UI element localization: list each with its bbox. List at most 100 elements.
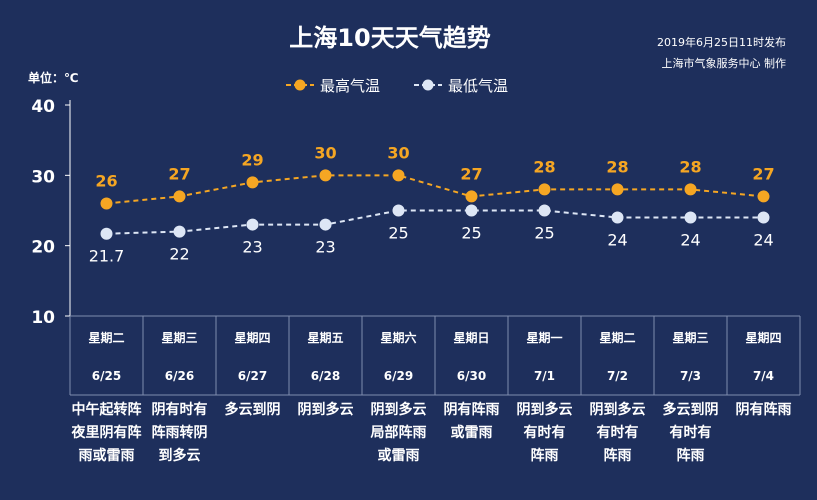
condition-text: 多云到阴	[663, 401, 719, 418]
low-temp-point	[100, 227, 113, 240]
high-temp-label: 28	[606, 157, 628, 176]
legend-high-marker	[294, 79, 306, 91]
high-temp-point	[757, 190, 770, 203]
weekday-label: 星期二	[88, 330, 124, 345]
condition-text: 有时有	[524, 424, 566, 441]
condition-text: 阴到多云	[371, 401, 427, 418]
condition-text: 中午起转阵	[72, 401, 142, 418]
high-temp-point	[100, 197, 113, 210]
series-line-high	[106, 174, 764, 205]
y-tick-label: 20	[31, 238, 55, 258]
condition-text: 阵雨转阴	[152, 424, 208, 441]
weekday-label: 星期三	[672, 330, 708, 345]
condition-text: 阴有时有	[152, 401, 208, 418]
high-temp-point	[392, 169, 405, 182]
series-line-low	[106, 209, 764, 235]
low-temp-point	[611, 211, 624, 224]
high-temp-label: 27	[168, 164, 190, 183]
condition-text: 阵雨	[677, 447, 705, 464]
low-temp-label: 25	[388, 224, 408, 243]
low-temp-label: 21.7	[89, 247, 125, 266]
axes: 10 20 30 40	[31, 97, 71, 395]
date-label: 7/4	[753, 369, 774, 383]
low-temp-point	[319, 218, 332, 231]
condition-text: 雨或雷雨	[79, 447, 135, 464]
weekday-label: 星期三	[161, 330, 197, 345]
day-table: 星期二 6/25 星期三 6/26 星期四 6/27 星期五 6/28 星期六 6/29 星期日 6/…	[69, 315, 801, 396]
condition-text: 阴到多云	[517, 401, 573, 418]
condition-text: 阴到多云	[590, 401, 646, 418]
unit-label: 单位：℃	[28, 70, 79, 85]
legend-low-marker	[422, 79, 434, 91]
low-temp-point	[757, 211, 770, 224]
low-temp-label: 22	[169, 245, 189, 264]
high-temp-label: 30	[314, 143, 336, 162]
condition-text: 阴有阵雨	[736, 401, 792, 418]
date-label: 6/26	[165, 369, 194, 383]
legend-low-label: 最低气温	[448, 77, 508, 95]
y-tick-label: 10	[31, 308, 55, 328]
high-temp-label: 27	[460, 164, 482, 183]
high-temp-point	[465, 190, 478, 203]
y-tick-label: 30	[31, 167, 55, 187]
date-label: 6/27	[238, 369, 267, 383]
date-label: 6/25	[92, 369, 121, 383]
condition-text: 阴有阵雨	[444, 401, 500, 418]
weekday-label: 星期六	[380, 330, 416, 345]
weekday-label: 星期日	[453, 330, 489, 345]
low-temp-label: 24	[680, 231, 700, 250]
weekday-label: 星期一	[526, 330, 562, 345]
y-tick-label: 40	[31, 97, 55, 117]
date-label: 7/2	[607, 369, 628, 383]
high-temp-label: 27	[752, 164, 774, 183]
low-temp-point	[465, 204, 478, 217]
weekday-label: 星期五	[307, 330, 343, 345]
low-temp-point	[392, 204, 405, 217]
low-temp-label: 25	[461, 224, 481, 243]
high-temp-label: 26	[95, 171, 117, 190]
date-label: 7/3	[680, 369, 701, 383]
low-temp-point	[684, 211, 697, 224]
chart-title: 上海10天天气趋势	[289, 24, 490, 52]
low-temp-point	[246, 218, 259, 231]
series-lines: 26 27 29 30 30 27 28 28 28 27 21.7 22 23 23 25 25 25 24 24…	[89, 143, 775, 265]
condition-text: 到多云	[159, 447, 201, 464]
low-temp-label: 24	[607, 231, 627, 250]
legend: 最高气温 最低气温	[286, 77, 508, 95]
condition-text: 多云到阴	[225, 401, 281, 418]
condition-text: 阴到多云	[298, 401, 354, 418]
condition-text: 或雷雨	[378, 447, 420, 464]
condition-text: 或雷雨	[451, 424, 493, 441]
publish-time: 2019年6月25日11时发布	[657, 35, 786, 49]
condition-text: 夜里阴有阵	[71, 424, 142, 441]
low-temp-label: 25	[534, 224, 554, 243]
condition-text: 有时有	[670, 424, 712, 441]
high-temp-point	[173, 190, 186, 203]
date-label: 7/1	[534, 369, 555, 383]
condition-text: 阵雨	[604, 447, 632, 464]
date-label: 6/30	[457, 369, 486, 383]
condition-text: 有时有	[597, 424, 639, 441]
low-temp-point	[173, 225, 186, 238]
high-temp-label: 28	[533, 157, 555, 176]
high-temp-label: 29	[241, 150, 263, 169]
legend-high-label: 最高气温	[320, 77, 380, 95]
weekday-label: 星期四	[745, 330, 781, 345]
weekday-label: 星期四	[234, 330, 270, 345]
high-temp-point	[538, 183, 551, 196]
high-temp-label: 28	[679, 157, 701, 176]
high-temp-point	[611, 183, 624, 196]
condition-text: 阵雨	[531, 447, 559, 464]
high-temp-label: 30	[387, 143, 409, 162]
date-label: 6/29	[384, 369, 413, 383]
low-temp-label: 24	[753, 231, 773, 250]
low-temp-label: 23	[315, 238, 335, 257]
low-temp-label: 23	[242, 238, 262, 257]
publisher: 上海市气象服务中心 制作	[662, 56, 787, 70]
date-label: 6/28	[311, 369, 340, 383]
high-temp-point	[319, 169, 332, 182]
condition-text: 局部阵雨	[371, 424, 427, 441]
high-temp-point	[684, 183, 697, 196]
